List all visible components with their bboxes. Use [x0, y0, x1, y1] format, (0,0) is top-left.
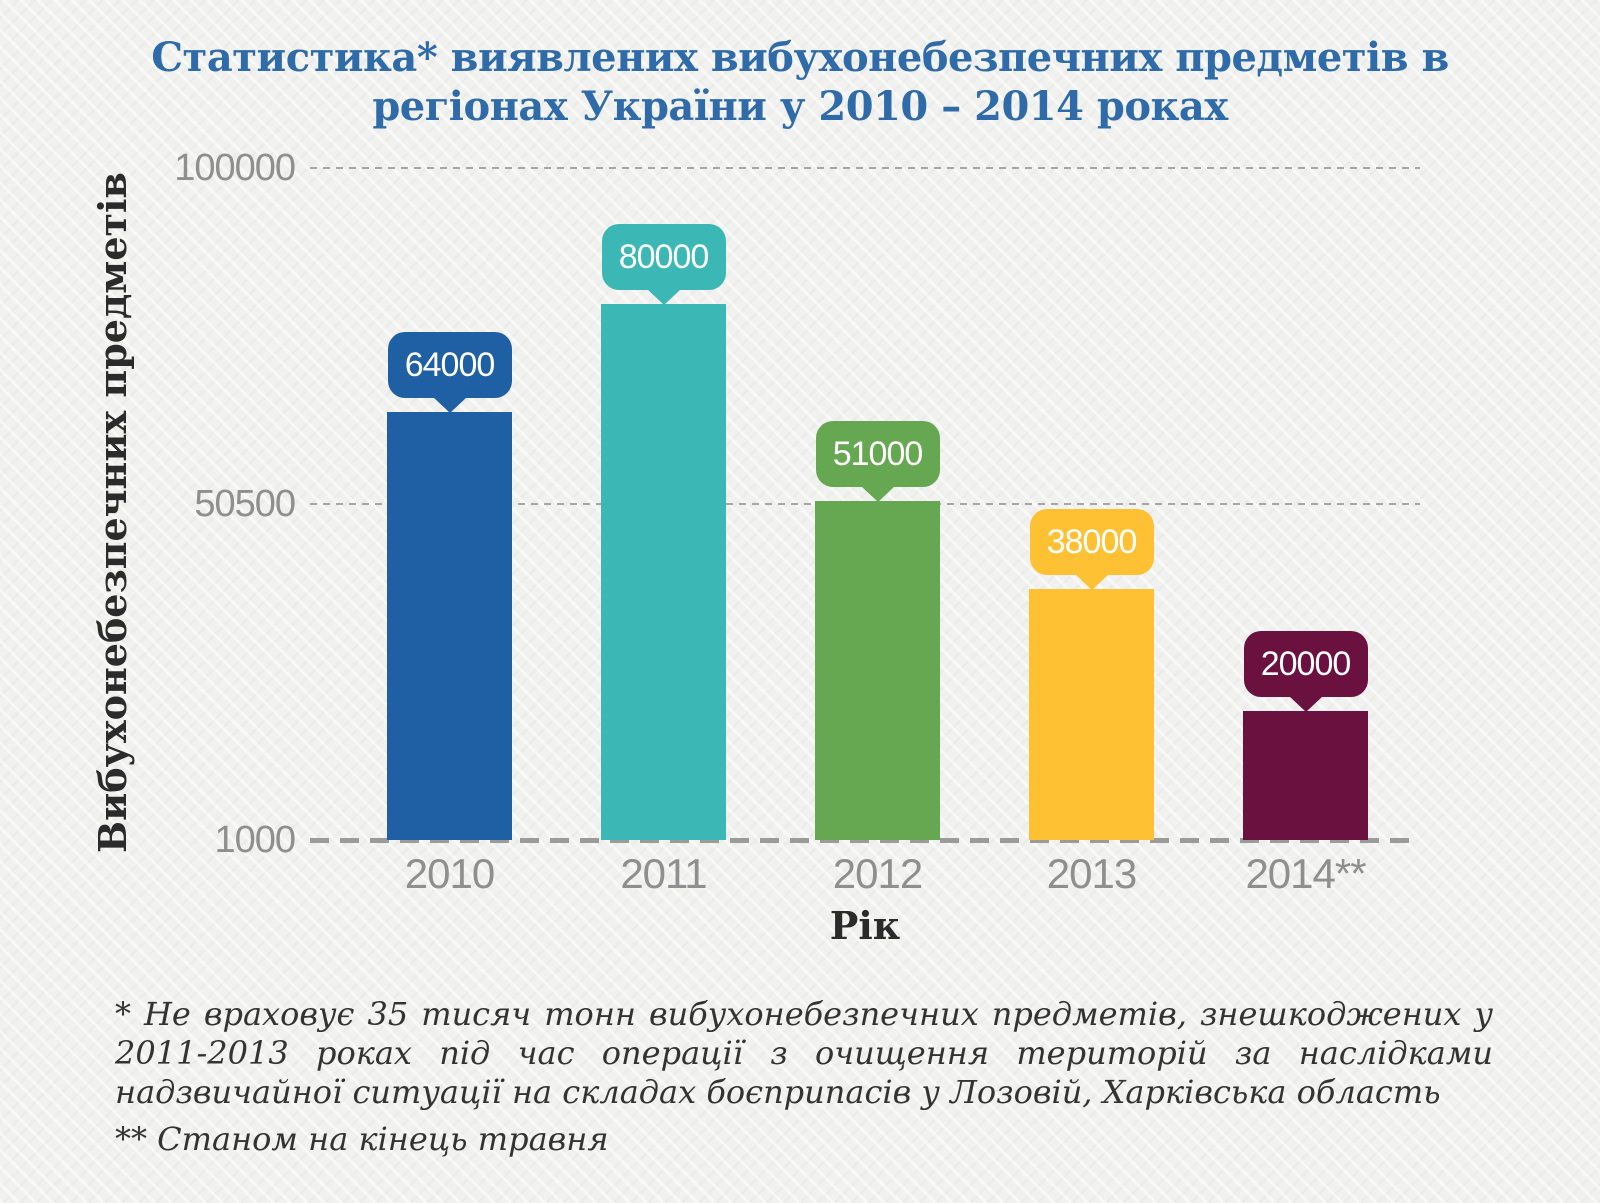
x-tick-2010: 2010 — [404, 850, 495, 897]
bar-2013 — [1029, 588, 1154, 840]
data-label-bubble-2013: 38000 — [1029, 508, 1154, 590]
bubble-tail — [646, 288, 681, 305]
y-tick-1000: 1000 — [214, 819, 296, 861]
x-tick-2011: 2011 — [620, 850, 707, 897]
x-axis-title: Рік — [829, 903, 901, 948]
chart-title: Статистика* виявлених вибухонебезпечних … — [151, 34, 1449, 130]
x-axis-baseline — [310, 838, 1420, 843]
y-tick-50500: 50500 — [194, 483, 296, 525]
bubble-tail — [860, 485, 895, 502]
x-tick-2014: 2014** — [1245, 850, 1366, 897]
x-tick-2012: 2012 — [832, 850, 923, 897]
footnote-asterisk: * Не враховує 35 тисяч тонн вибухонебезп… — [115, 995, 1493, 1112]
bubble-tail — [1288, 696, 1323, 713]
gridline-100000 — [310, 167, 1420, 169]
plot-area: 64000 80000 51000 38000 20000 — [310, 167, 1420, 843]
data-label-bubble-2011: 80000 — [601, 223, 726, 305]
bar-2010 — [387, 412, 512, 840]
bar-2011 — [601, 303, 726, 840]
data-label-bubble-2010: 64000 — [387, 332, 512, 414]
bubble-tail — [1074, 573, 1109, 590]
data-label-bubble-2014: 20000 — [1243, 631, 1368, 713]
data-label-bubble-2012: 51000 — [815, 420, 940, 502]
bar-2014 — [1243, 711, 1368, 840]
y-tick-100000: 100000 — [174, 147, 296, 189]
footnote-double-asterisk: ** Станом на кінець травня — [115, 1120, 609, 1158]
x-tick-2013: 2013 — [1046, 850, 1137, 897]
bubble-tail — [432, 397, 467, 414]
bar-2012 — [815, 500, 940, 840]
